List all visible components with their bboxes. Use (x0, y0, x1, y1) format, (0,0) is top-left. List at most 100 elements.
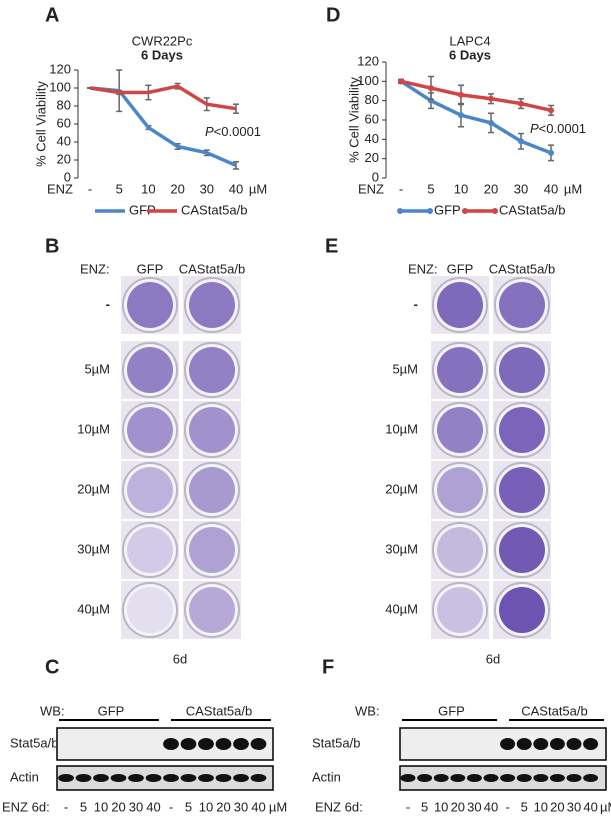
annotation: P<0.0001 (530, 121, 586, 136)
y-tick-label: 120 (49, 61, 71, 76)
series-line (89, 84, 237, 111)
well (189, 347, 235, 393)
y-tick-label: 60 (57, 115, 71, 130)
y-tick-label: 0 (64, 169, 71, 184)
band (250, 738, 267, 750)
band (128, 774, 144, 782)
legend-marker (427, 208, 433, 214)
chart-title: CWR22Pc (132, 33, 193, 48)
point (488, 95, 494, 102)
row-label: Stat5a/b (312, 735, 360, 750)
lane-label: 30 (467, 799, 481, 814)
x-axis-label: ENZ (358, 181, 384, 196)
band (198, 738, 214, 750)
enz-label: ENZ: (408, 261, 438, 276)
panel-label: F (322, 656, 334, 678)
group-label: GFP (98, 703, 125, 718)
annotation-italic: P (530, 121, 539, 136)
well-rim (122, 462, 178, 518)
well (127, 347, 173, 393)
well (499, 587, 545, 633)
well-rim (184, 582, 240, 638)
well (499, 407, 545, 453)
row-label: Actin (10, 769, 39, 784)
band (75, 774, 92, 782)
lane-label: 10 (434, 799, 448, 814)
band (400, 774, 416, 782)
point (488, 119, 494, 126)
band (466, 774, 482, 782)
legend-label: GFP (129, 202, 156, 217)
x-tick-label: 20 (484, 181, 498, 196)
lane-label: 20 (111, 799, 125, 814)
band (450, 774, 466, 782)
well-rim (432, 582, 488, 638)
band (583, 738, 599, 750)
band (233, 774, 249, 782)
annotation-text: <0.0001 (539, 121, 586, 136)
point (548, 107, 554, 114)
row-label: 40µM (385, 601, 418, 616)
lane-label: 20 (550, 799, 564, 814)
chart-subtitle: 6 Days (141, 47, 183, 62)
lane-label: - (406, 799, 410, 814)
point (398, 78, 404, 85)
band (180, 774, 197, 782)
column-label: CAStat5a/b (179, 261, 246, 276)
group-label: CAStat5a/b (186, 703, 253, 718)
legend-label: GFP (434, 202, 461, 217)
well-rim (432, 522, 488, 578)
y-axis-label: % Cell Viability (33, 81, 48, 167)
row-label: Actin (312, 769, 341, 784)
well (189, 587, 235, 633)
legend-label: CAStat5a/b (499, 202, 566, 217)
row-label: 5µM (84, 361, 110, 376)
row-label: 20µM (385, 481, 418, 496)
panel-label: D (326, 4, 340, 26)
point (518, 100, 524, 107)
point (458, 91, 464, 98)
legend-marker (462, 208, 468, 214)
lane-label: 30 (234, 799, 248, 814)
band (516, 738, 532, 750)
well (499, 527, 545, 573)
band (163, 774, 179, 782)
annotation-text: <0.0001 (214, 124, 261, 139)
well (437, 282, 483, 328)
band (58, 774, 74, 782)
group-label: CAStat5a/b (521, 703, 588, 718)
x-tick-label: - (88, 181, 92, 196)
column-label: CAStat5a/b (489, 261, 556, 276)
row-label: 5µM (392, 361, 418, 376)
lane-label: 20 (451, 799, 465, 814)
x-tick-label: 40 (544, 181, 558, 196)
y-tick-label: 60 (365, 111, 379, 126)
x-tick-label: 5 (116, 181, 123, 196)
band (500, 774, 516, 782)
lanes-label: ENZ 6d: (315, 799, 363, 814)
point (548, 149, 554, 156)
lane-label: 5 (185, 799, 192, 814)
x-tick-label: 10 (454, 181, 468, 196)
band (145, 774, 162, 782)
series-line (400, 79, 552, 113)
well (499, 467, 545, 513)
y-tick-label: 40 (365, 131, 379, 146)
point (518, 138, 524, 145)
band (549, 738, 565, 750)
well (189, 407, 235, 453)
y-tick-label: 40 (57, 133, 71, 148)
row-label: 40µM (77, 601, 110, 616)
well (127, 407, 173, 453)
lane-label: 30 (129, 799, 143, 814)
y-tick-label: 80 (365, 92, 379, 107)
panel-label: A (45, 4, 59, 26)
lane-label: 40 (484, 799, 498, 814)
well (437, 347, 483, 393)
wb-label: WB: (355, 703, 380, 718)
lane-label: - (169, 799, 173, 814)
band (566, 774, 582, 782)
band (433, 774, 449, 782)
x-unit: µM (564, 181, 582, 196)
